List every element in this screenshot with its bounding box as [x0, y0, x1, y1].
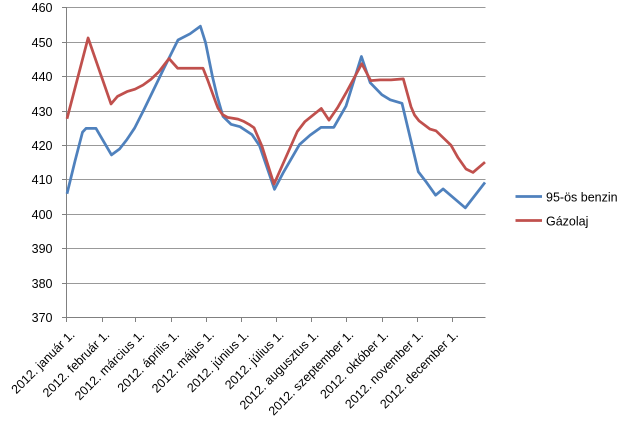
- svg-text:450: 450: [32, 36, 53, 50]
- svg-text:380: 380: [32, 277, 53, 291]
- svg-text:370: 370: [32, 311, 53, 325]
- svg-text:420: 420: [32, 139, 53, 153]
- svg-text:95-ös benzin: 95-ös benzin: [546, 191, 618, 205]
- svg-text:Gázolaj: Gázolaj: [546, 215, 588, 229]
- svg-text:440: 440: [32, 70, 53, 84]
- svg-text:390: 390: [32, 242, 53, 256]
- svg-text:460: 460: [32, 1, 53, 15]
- svg-text:430: 430: [32, 105, 53, 119]
- svg-text:400: 400: [32, 208, 53, 222]
- svg-text:410: 410: [32, 173, 53, 187]
